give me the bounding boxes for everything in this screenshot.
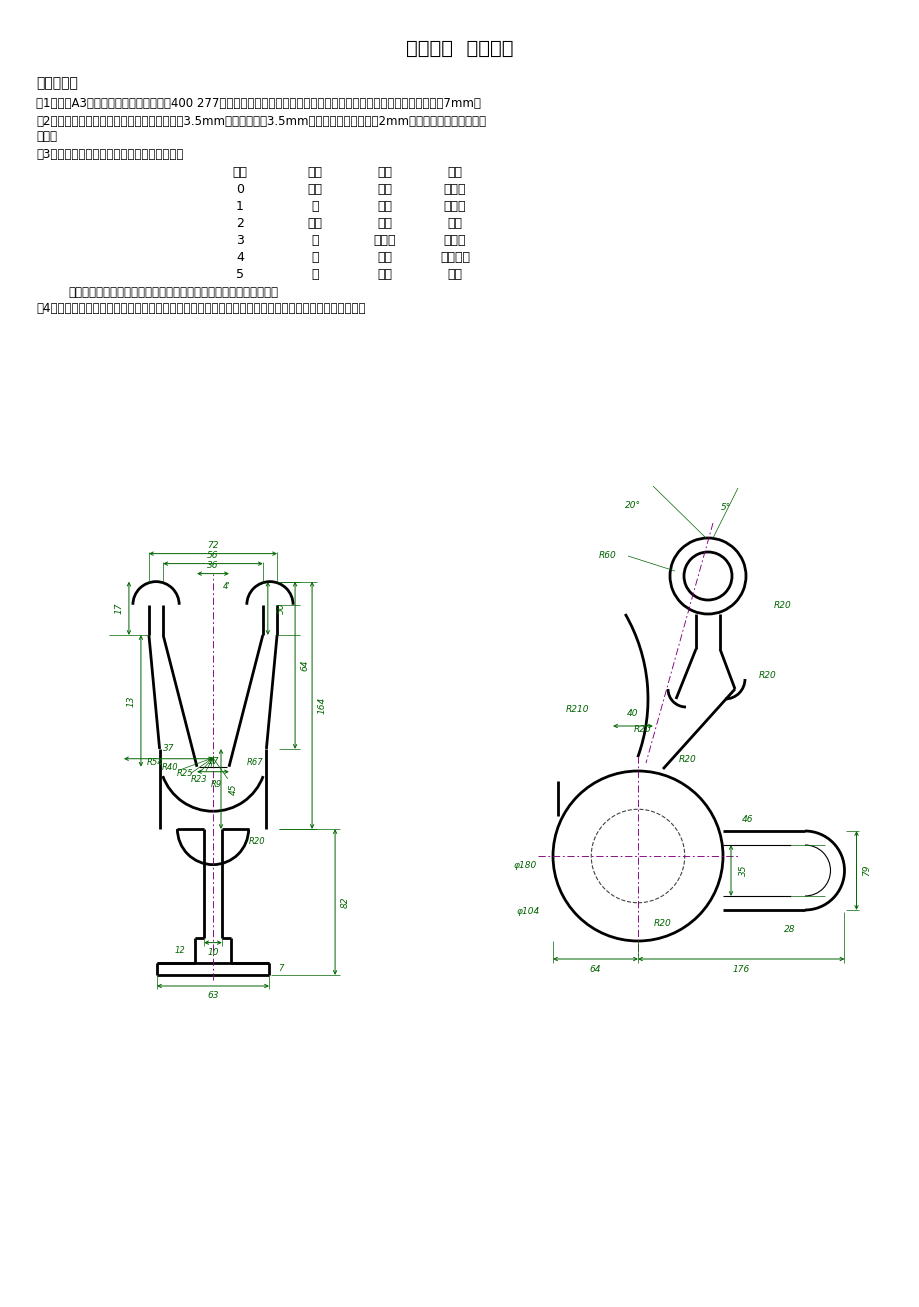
Text: （1）设置A3图幅，用粗实线画出边框（400 277），按尺寸在右下角绘制标题栏，在对应框内填写姓名和准考证号，字高7mm。: （1）设置A3图幅，用粗实线画出边框（400 277），按尺寸在右下角绘制标题栏… xyxy=(36,97,481,110)
Text: 2: 2 xyxy=(236,217,244,230)
Text: 文字: 文字 xyxy=(447,268,462,281)
Text: R40: R40 xyxy=(162,763,178,772)
Text: R20: R20 xyxy=(633,724,652,733)
Text: R67: R67 xyxy=(246,758,263,767)
Text: 36: 36 xyxy=(207,561,219,570)
Text: 10: 10 xyxy=(207,948,219,957)
Text: 其余参数使用系统缺省设置。另外需要建立的图层，考生自行设置。: 其余参数使用系统缺省设置。另外需要建立的图层，考生自行设置。 xyxy=(68,286,278,299)
Text: 实线: 实线 xyxy=(377,200,392,213)
Text: 点画线: 点画线 xyxy=(373,234,396,247)
Text: 5: 5 xyxy=(236,268,244,281)
Text: 紫: 紫 xyxy=(311,234,318,247)
Text: 黑白: 黑白 xyxy=(307,183,323,196)
Text: R210: R210 xyxy=(565,704,589,714)
Text: 4': 4' xyxy=(223,582,231,591)
Text: 45: 45 xyxy=(228,783,237,795)
Text: 64: 64 xyxy=(301,660,309,670)
Text: 层名: 层名 xyxy=(233,166,247,179)
Text: φ104: φ104 xyxy=(516,907,539,915)
Text: R23: R23 xyxy=(190,775,207,784)
Text: 1: 1 xyxy=(236,200,244,213)
Text: 20°: 20° xyxy=(624,502,641,511)
Text: 28: 28 xyxy=(783,925,795,935)
Text: 37: 37 xyxy=(163,744,174,753)
Text: 7: 7 xyxy=(278,965,283,974)
Text: 50: 50 xyxy=(276,603,285,614)
Text: 中心线: 中心线 xyxy=(443,234,466,247)
Text: 尺寸标注: 尺寸标注 xyxy=(439,251,470,264)
Text: 46: 46 xyxy=(742,814,753,823)
Text: 细实线: 细实线 xyxy=(443,200,466,213)
Text: 72: 72 xyxy=(207,541,219,550)
Text: 线型: 线型 xyxy=(377,166,392,179)
Text: R20: R20 xyxy=(758,672,776,681)
Text: 64: 64 xyxy=(589,965,601,974)
Text: 164: 164 xyxy=(317,697,326,714)
Text: 红: 红 xyxy=(311,200,318,213)
Text: 82: 82 xyxy=(340,897,349,908)
Text: 0: 0 xyxy=(236,183,244,196)
Text: 用途: 用途 xyxy=(447,166,462,179)
Text: （3）分层绘图。图层、颜色、线型要求如下：: （3）分层绘图。图层、颜色、线型要求如下： xyxy=(36,148,183,161)
Text: 蓝: 蓝 xyxy=(311,251,318,264)
Text: 蓝: 蓝 xyxy=(311,268,318,281)
Text: 实线: 实线 xyxy=(377,268,392,281)
Text: R60: R60 xyxy=(598,552,617,561)
Text: 4: 4 xyxy=(236,251,244,264)
Text: 粗实线: 粗实线 xyxy=(443,183,466,196)
Text: 洋红: 洋红 xyxy=(307,217,323,230)
Text: 3: 3 xyxy=(236,234,244,247)
Text: （4）将所有图形存在一个文件中，均匀布置在边框内。存盘前使图框充满屏幕，文件名采用准考证号码。: （4）将所有图形存在一个文件中，均匀布置在边框内。存盘前使图框充满屏幕，文件名采… xyxy=(36,302,365,315)
Text: 设置。: 设置。 xyxy=(36,129,57,142)
Text: 35: 35 xyxy=(738,865,746,876)
Text: （2）尺寸标注按图中格式。尺寸参数：字高为3.5mm，箭头长度为3.5mm，尺寸界线延伸长度为2mm，其余参数使用系统缺省: （2）尺寸标注按图中格式。尺寸参数：字高为3.5mm，箭头长度为3.5mm，尺寸… xyxy=(36,115,485,128)
Text: 考试要求：: 考试要求： xyxy=(36,76,78,90)
Text: 13: 13 xyxy=(126,695,135,707)
Text: 5°: 5° xyxy=(720,503,731,512)
Text: R20: R20 xyxy=(248,836,265,846)
Text: 实线: 实线 xyxy=(377,183,392,196)
Text: R54: R54 xyxy=(146,758,164,767)
Text: 79: 79 xyxy=(861,865,870,876)
Text: R20: R20 xyxy=(653,919,671,928)
Text: φ180: φ180 xyxy=(513,861,536,870)
Text: R20: R20 xyxy=(678,754,696,763)
Text: R20: R20 xyxy=(773,601,791,610)
Text: 17: 17 xyxy=(207,757,219,766)
Text: 40: 40 xyxy=(627,708,638,718)
Text: 虚线: 虚线 xyxy=(377,217,392,230)
Text: 颜色: 颜色 xyxy=(307,166,323,179)
Text: 第一部分  作图准备: 第一部分 作图准备 xyxy=(406,38,513,58)
Text: 12: 12 xyxy=(175,945,186,954)
Text: 虚线: 虚线 xyxy=(447,217,462,230)
Text: R25: R25 xyxy=(176,770,193,779)
Text: R9: R9 xyxy=(210,780,221,789)
Text: 17: 17 xyxy=(114,603,123,614)
Text: 176: 176 xyxy=(732,965,749,974)
Text: 56: 56 xyxy=(207,552,219,561)
Text: 63: 63 xyxy=(207,991,219,1000)
Text: 实线: 实线 xyxy=(377,251,392,264)
